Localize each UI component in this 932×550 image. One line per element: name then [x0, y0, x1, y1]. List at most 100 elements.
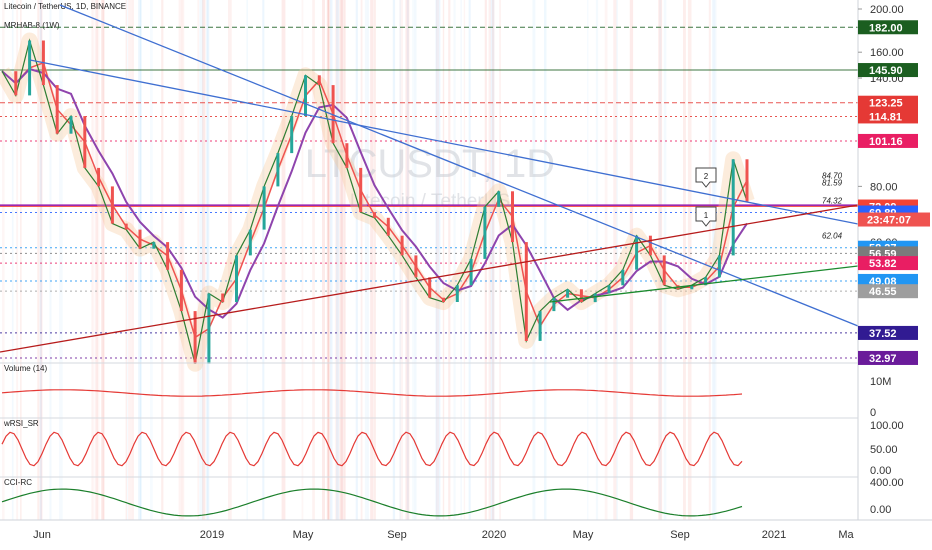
- callout-bubble: [695, 206, 717, 227]
- background-band: [139, 0, 142, 520]
- background-band: [687, 0, 692, 520]
- x-tick-label: Sep: [670, 529, 690, 541]
- indicator-label: MRHAB-8 (1W): [4, 21, 60, 30]
- callout-label: 1: [704, 211, 709, 220]
- price-candle: [290, 116, 294, 154]
- trendline-steep: [59, 4, 859, 327]
- price-candle: [317, 75, 321, 86]
- price-tag-label: 32.97: [869, 353, 897, 365]
- price-tag: [858, 95, 918, 110]
- background-band: [544, 0, 547, 520]
- price-tag-label: 46.55: [869, 286, 897, 298]
- background-band: [463, 0, 466, 520]
- background-band: [604, 0, 608, 520]
- price-tag: [858, 256, 918, 271]
- background-band: [228, 0, 232, 520]
- trendline-label: 74.32: [822, 197, 843, 206]
- background-band: [491, 0, 495, 520]
- background-band: [246, 0, 248, 520]
- price-tag-label: 37.52: [869, 328, 897, 340]
- background-band: [94, 0, 98, 520]
- price-tags: 182.00145.90123.25114.81101.1672.0969.89…: [858, 20, 930, 365]
- background-band: [488, 0, 490, 520]
- price-candle: [248, 229, 252, 256]
- background-band: [128, 0, 133, 520]
- background-band: [312, 0, 315, 520]
- price-tag-label: 53.82: [869, 258, 897, 270]
- price-candle: [745, 159, 749, 202]
- price-candle: [607, 285, 611, 294]
- price-candle: [593, 293, 597, 303]
- background-band: [132, 0, 134, 520]
- background-band: [281, 0, 286, 520]
- price-tag: [858, 20, 918, 35]
- price-candle: [69, 116, 73, 134]
- price-candle: [83, 116, 87, 168]
- background-band: [150, 0, 153, 520]
- background-band: [40, 0, 43, 520]
- price-candle: [469, 258, 473, 286]
- background-band: [442, 0, 445, 520]
- x-axis-ticks: Jun 2019 May Sep 2020 May Sep 2021 Ma: [33, 529, 854, 541]
- panel-tick-label: 0.00: [870, 504, 891, 516]
- background-band: [453, 0, 456, 520]
- background-band: [206, 0, 210, 520]
- x-tick-label: Sep: [387, 529, 407, 541]
- price-candle: [566, 289, 570, 298]
- background-band: [20, 0, 22, 520]
- background-band: [341, 0, 346, 520]
- background-band: [406, 0, 409, 520]
- background-band: [102, 0, 105, 520]
- background-band: [412, 0, 414, 520]
- x-tick-label: 2020: [482, 529, 506, 541]
- price-candle: [428, 277, 432, 298]
- background-band: [2, 0, 5, 520]
- background-band: [330, 0, 333, 520]
- price-candle: [386, 217, 390, 236]
- background-band: [367, 0, 369, 520]
- price-candle: [483, 206, 487, 259]
- background-band: [59, 0, 63, 520]
- price-candle: [373, 212, 376, 218]
- background-band: [460, 0, 462, 520]
- background-band: [683, 0, 686, 520]
- price-tag: [858, 350, 918, 365]
- price-candle: [552, 297, 556, 312]
- panel-tick-label: 10M: [870, 376, 891, 388]
- trendline-label: 81.59: [822, 179, 843, 188]
- price-candle: [97, 167, 101, 187]
- background-band: [197, 0, 200, 520]
- background-band: [11, 0, 14, 520]
- price-candle: [497, 191, 501, 207]
- price-tag-label: 123.25: [869, 98, 903, 110]
- panel-label: CCI-RC: [4, 478, 32, 487]
- price-candle: [511, 191, 514, 243]
- x-tick-label: Jun: [33, 529, 51, 541]
- price-candle: [138, 229, 142, 249]
- sub-panels: Volume (14) 10M 0 wRSI_SR 100.00 50.00 0.00 CCI…: [0, 362, 904, 517]
- trendline-label: 84.70: [822, 171, 843, 180]
- background-band: [392, 0, 396, 520]
- background-band: [355, 0, 358, 520]
- background-band: [708, 0, 711, 520]
- panel-tick-label: 400.00: [870, 477, 904, 489]
- background-band: [339, 0, 344, 520]
- price-tag: [858, 133, 918, 148]
- panel-series: [1, 488, 743, 517]
- price-tag: [858, 284, 918, 299]
- background-band: [629, 0, 634, 520]
- price-candle: [538, 311, 542, 341]
- background-band: [339, 0, 343, 520]
- price-candle: [414, 255, 418, 278]
- background-band: [490, 0, 495, 520]
- price-candle: [662, 255, 666, 286]
- price-candle: [124, 223, 128, 230]
- background-band: [125, 0, 127, 520]
- price-candle: [152, 242, 156, 249]
- background-band: [712, 0, 715, 520]
- background-band: [658, 0, 663, 520]
- price-candle: [648, 235, 652, 256]
- price-candle: [55, 85, 59, 134]
